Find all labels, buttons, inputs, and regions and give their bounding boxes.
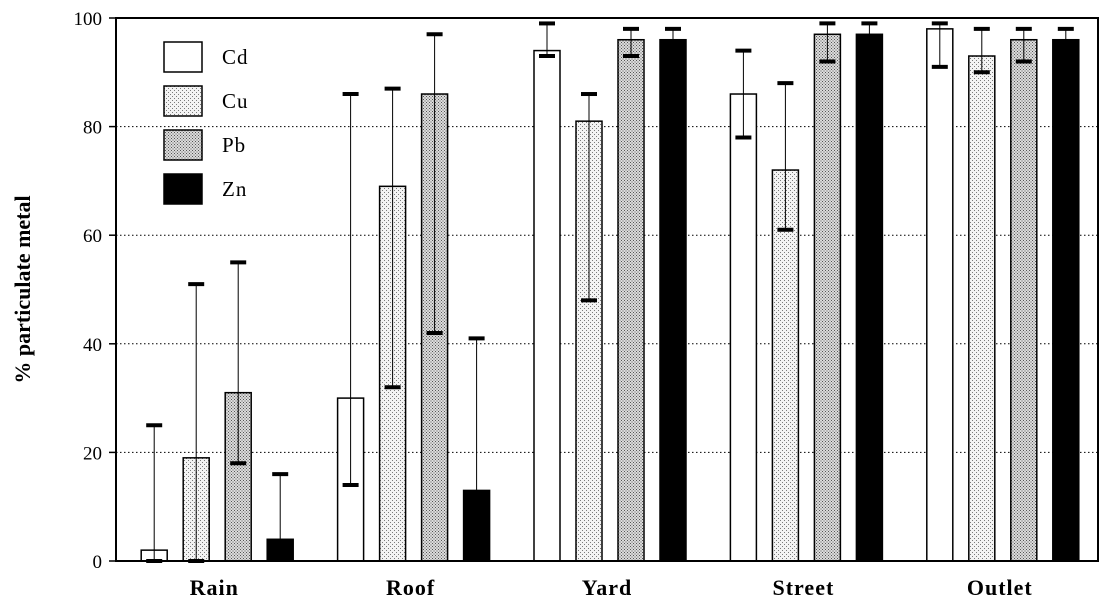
bar-cd-street	[729, 93, 758, 562]
bar-cd-yard	[533, 49, 561, 562]
x-category-label: Yard	[582, 575, 632, 600]
legend: Cd Cu Pb Zn	[163, 41, 249, 205]
bar-cu-outlet	[968, 55, 996, 562]
y-tick-label: 60	[83, 226, 102, 247]
y-tick-label: 20	[83, 443, 102, 464]
bar-pb-outlet	[1010, 38, 1038, 562]
bars	[140, 28, 1080, 562]
y-tick-label: 0	[93, 552, 103, 573]
legend-label-pb: Pb	[222, 133, 246, 157]
bar-zn-roof	[462, 489, 491, 562]
legend-label-cd: Cd	[222, 45, 249, 69]
bar-zn-street	[855, 33, 884, 562]
bar-cd-outlet	[926, 28, 954, 562]
legend-label-cu: Cu	[222, 89, 249, 113]
plot-frame	[115, 17, 1099, 562]
bar-zn-outlet	[1052, 38, 1080, 562]
legend-swatch-cd	[163, 41, 203, 73]
y-tick-label: 80	[83, 118, 102, 139]
x-category-label: Outlet	[967, 575, 1033, 600]
y-tick-label: 40	[83, 335, 102, 356]
legend-swatch-pb	[163, 129, 203, 161]
x-category-label: Rain	[190, 575, 239, 600]
bar-zn-yard	[659, 38, 687, 562]
legend-label-zn: Zn	[222, 177, 247, 201]
x-category-label: Roof	[386, 575, 435, 600]
labels: 0 20 40 60 80 100 Rain Roof Yard Street Outlet % pa…	[10, 9, 1033, 600]
legend-swatch-zn	[163, 173, 203, 205]
y-tick-label: 100	[74, 9, 103, 30]
bar-cu-street	[771, 169, 800, 562]
legend-swatch-cu	[163, 85, 203, 117]
x-category-label: Street	[773, 575, 835, 600]
bar-pb-street	[813, 33, 842, 562]
axes	[109, 17, 1099, 562]
y-axis-label: % particulate metal	[10, 195, 35, 383]
bar-pb-yard	[617, 38, 645, 562]
bar-zn-rain	[266, 538, 294, 562]
